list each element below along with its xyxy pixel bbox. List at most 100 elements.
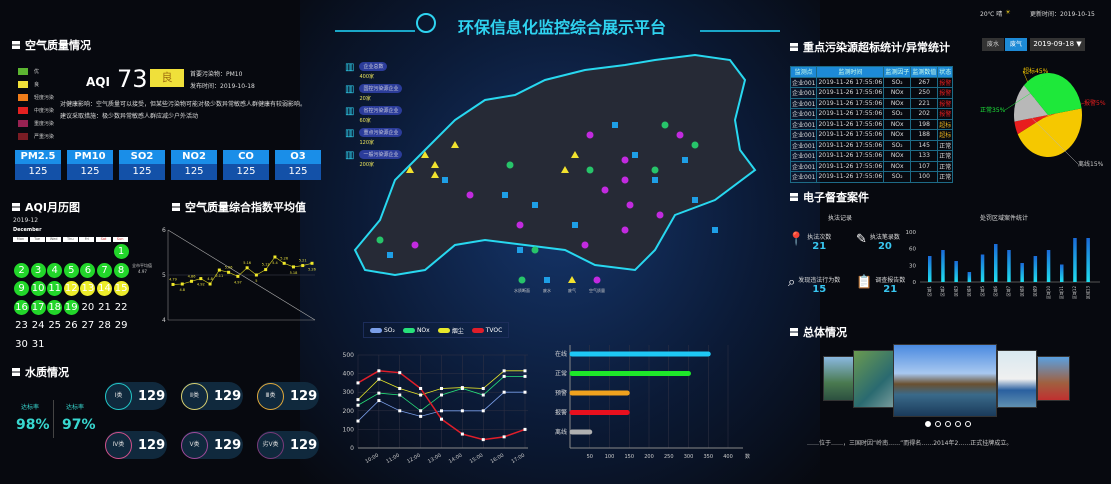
line-legend-item[interactable]: NOx: [402, 327, 430, 334]
calendar-day[interactable]: 11: [47, 281, 63, 296]
calendar-day[interactable]: 19: [63, 299, 79, 315]
table-row[interactable]: 企业001 2019-11-26 17:55:06 NOx 198 超标: [789, 118, 954, 130]
bar-category-label: 预警: [555, 389, 567, 397]
carousel-dot[interactable]: [965, 421, 971, 427]
tab-wastewater[interactable]: 废水: [982, 38, 1004, 51]
record-title: 执法记录: [828, 215, 853, 222]
section-icon: [12, 368, 20, 376]
carousel-photo-2[interactable]: [853, 350, 898, 408]
calendar-day[interactable]: 21: [98, 301, 111, 313]
line-legend-item[interactable]: TVOC: [471, 327, 502, 334]
table-cell: 报警: [937, 87, 954, 99]
carousel-photo-1[interactable]: [823, 356, 858, 401]
region-bar-chart: 0 30 60 100 区域1 区域2 区域3 区域4 区域5 区域6 区域7 区域8 区域9 区域10 区…: [906, 230, 1100, 299]
region-bar: [1060, 264, 1064, 282]
table-header-row: 监测点 监测时间 监测因子 监测数值 状态: [789, 66, 954, 78]
carousel-dot[interactable]: [925, 421, 931, 427]
calendar-day[interactable]: 20: [81, 301, 95, 313]
calendar-day[interactable]: 23: [15, 320, 28, 331]
table-row[interactable]: 企业001 2019-11-26 17:55:06 SO₂ 267 报警: [789, 76, 954, 88]
calendar-day[interactable]: 25: [48, 320, 62, 331]
enterprise-stat[interactable]: ▥ 重点污染源企业 120家: [345, 128, 403, 146]
carousel-dot[interactable]: [955, 421, 961, 427]
line-legend-item[interactable]: 烟尘: [437, 326, 464, 335]
table-cell: NOx: [883, 118, 912, 130]
map-region: [353, 53, 757, 277]
calendar-day[interactable]: 27: [81, 320, 95, 331]
calendar-day[interactable]: 30: [15, 338, 28, 350]
data-point: [356, 419, 360, 423]
calendar-day[interactable]: 6: [80, 262, 96, 278]
table-row[interactable]: 企业001 2019-11-26 17:55:06 SO₂ 145 正常: [789, 139, 954, 151]
calendar-day[interactable]: 28: [98, 320, 111, 331]
calendar-day[interactable]: 13: [80, 281, 96, 296]
table-row[interactable]: 企业001 2019-11-26 17:55:06 NOx 188 超标: [789, 129, 954, 141]
calendar-day[interactable]: 17: [30, 299, 46, 315]
table-cell: 250: [910, 87, 939, 99]
table-row[interactable]: 企业001 2019-11-26 17:55:06 NOx 107 正常: [789, 160, 954, 172]
index-point: [245, 266, 249, 270]
calendar-day[interactable]: 8: [113, 262, 129, 278]
calendar-day[interactable]: 24: [31, 320, 45, 331]
column-header: 监测点: [789, 66, 818, 78]
calendar-day[interactable]: 15: [113, 281, 129, 296]
enterprise-stat[interactable]: ▥ 一般污染源企业 200家: [345, 150, 403, 168]
calendar-day[interactable]: 9: [14, 281, 29, 296]
calendar-day[interactable]: 22: [114, 301, 128, 313]
y-tick-label: 6: [162, 227, 166, 234]
table-cell: 企业001: [789, 108, 818, 120]
pollutant-name: NO2: [171, 150, 217, 164]
line-legend-item[interactable]: SO₂: [370, 327, 395, 334]
map-legend-label: 废水: [543, 287, 551, 293]
water-class-pill: Ⅲ类 129: [257, 382, 319, 410]
legend-swatch: [18, 133, 28, 140]
region-map[interactable]: 水质断面 废水 废气 空气质量: [335, 40, 775, 300]
calendar-day[interactable]: 18: [47, 299, 63, 315]
calendar-day[interactable]: 7: [97, 262, 112, 278]
carousel-photo-main[interactable]: [893, 344, 997, 417]
aqi-label: AQI: [86, 75, 110, 89]
calendar-day[interactable]: 26: [64, 320, 78, 331]
pollutant-box: CO 125: [223, 150, 269, 180]
y-tick-label: 4: [162, 317, 166, 324]
calendar-day[interactable]: 16: [14, 299, 29, 315]
calendar-day[interactable]: 1: [113, 244, 129, 259]
enterprise-stat[interactable]: ▥ 国控污染源企业 20家: [345, 84, 403, 102]
calendar-day[interactable]: 3: [30, 262, 46, 278]
x-tick-label: 11:00: [385, 453, 400, 465]
table-cell: 2019-11-26 17:55:06: [816, 150, 885, 162]
x-tick-label: 15:00: [469, 453, 484, 465]
calendar-day[interactable]: 5: [63, 262, 79, 278]
pollutant-value: 125: [67, 164, 113, 180]
table-row[interactable]: 企业001 2019-11-26 17:55:06 NOx 221 报警: [789, 97, 954, 109]
carousel-photo-4[interactable]: [997, 350, 1037, 408]
calendar-day[interactable]: 12: [63, 281, 79, 296]
air-quality-marker: [411, 241, 419, 249]
weekday-header: Wed: [46, 237, 62, 242]
calendar-day[interactable]: 31: [31, 338, 45, 350]
calendar-day[interactable]: 29: [114, 320, 128, 331]
calendar-day[interactable]: 10: [30, 281, 46, 296]
water-section-marker: [531, 246, 539, 254]
logo-icon: [416, 13, 436, 33]
calendar-day[interactable]: 14: [97, 281, 112, 296]
publish-time: 发布时间：2019-10-18: [190, 83, 255, 90]
table-row[interactable]: 企业001 2019-11-26 17:55:06 SO₂ 202 报警: [789, 108, 954, 120]
enterprise-stat[interactable]: ▥ 企业总数 400家: [345, 62, 388, 80]
region-bar: [994, 244, 998, 282]
y-tick-label: 30: [909, 263, 916, 269]
calendar-day[interactable]: 4: [47, 262, 63, 278]
carousel-photo-5[interactable]: [1037, 356, 1070, 401]
table-row[interactable]: 企业001 2019-11-26 17:55:06 SO₂ 100 正常: [789, 171, 954, 183]
data-point: [419, 409, 423, 413]
calendar-day[interactable]: 2: [14, 262, 29, 278]
carousel-dot[interactable]: [945, 421, 951, 427]
carousel-dot[interactable]: [935, 421, 941, 427]
legend-label: 中度污染: [34, 108, 55, 114]
date-select[interactable]: 2019-09-18 ▼: [1030, 38, 1085, 51]
tab-waste-gas[interactable]: 废气: [1005, 38, 1027, 51]
table-row[interactable]: 企业001 2019-11-26 17:55:06 NOx 250 报警: [789, 87, 954, 99]
x-tick-label: 200: [644, 454, 654, 460]
table-row[interactable]: 企业001 2019-11-26 17:55:06 NOx 133 正常: [789, 150, 954, 162]
enterprise-stat[interactable]: ▥ 省控污染源企业 60家: [345, 106, 403, 124]
